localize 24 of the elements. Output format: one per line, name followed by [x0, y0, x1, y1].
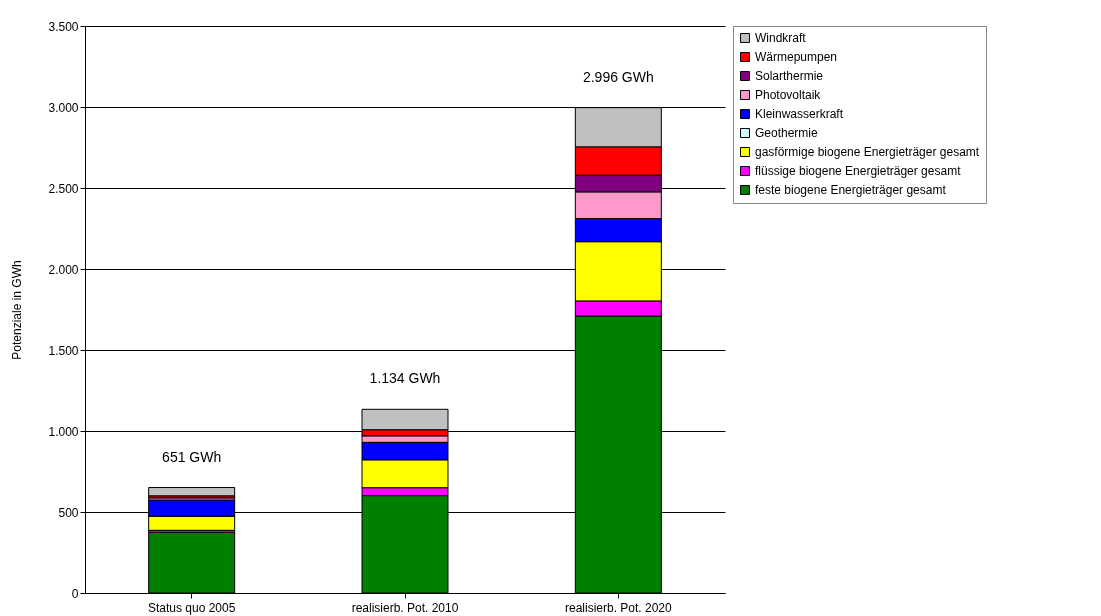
y-tick-label: 2.500 [48, 181, 79, 196]
x-tick-label: realisierb. Pot. 2010 [351, 600, 459, 615]
legend-label: Wärmepumpen [755, 50, 838, 64]
y-tick-label: 3.000 [48, 100, 79, 115]
y-tick-label: 0 [71, 586, 79, 601]
total-label: 651 GWh [162, 448, 222, 465]
total-label: 1.134 GWh [369, 370, 441, 387]
total-label: 2.996 GWh [582, 68, 654, 85]
legend-label: feste biogene Energieträger gesamt [755, 183, 947, 197]
y-tick-label: 2.000 [48, 262, 79, 277]
x-tick-label: Status quo 2005 [147, 600, 236, 615]
legend-label: Geothermie [755, 126, 819, 140]
legend-label: Solarthermie [755, 69, 824, 83]
y-axis-title: Potenziale in GWh [10, 260, 25, 360]
x-tick-label: realisierb. Pot. 2020 [564, 600, 673, 615]
legend-label: Kleinwasserkraft [755, 107, 844, 121]
legend-label: flüssige biogene Energieträger gesamt [755, 164, 962, 178]
y-tick-label: 3.500 [48, 19, 79, 34]
y-tick-label: 1.000 [48, 424, 79, 439]
legend-label: Photovoltaik [755, 88, 822, 102]
y-tick-label: 1.500 [48, 343, 79, 358]
legend-label: Windkraft [755, 31, 807, 45]
legend-label: gasförmige biogene Energieträger gesamt [755, 145, 980, 159]
y-tick-label: 500 [58, 505, 79, 520]
